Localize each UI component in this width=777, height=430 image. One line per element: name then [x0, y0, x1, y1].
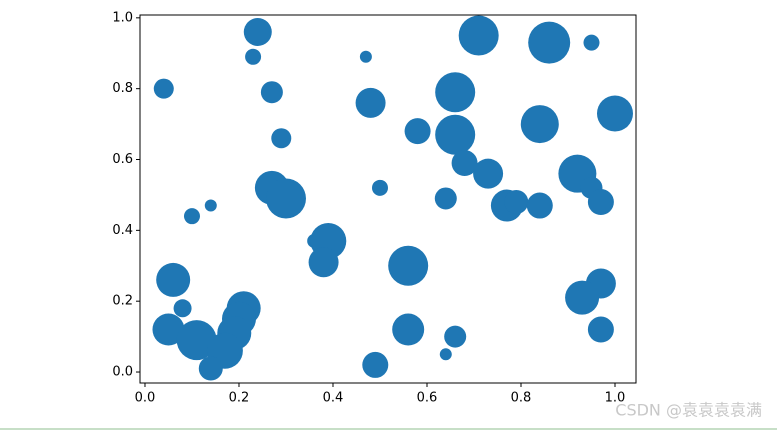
bubble — [156, 262, 191, 297]
bubble — [183, 208, 200, 225]
bubble — [587, 189, 614, 216]
bubble — [526, 192, 553, 219]
watermark: CSDN @袁袁袁袁满 — [615, 401, 762, 420]
bubble — [520, 105, 559, 144]
x-tick-label: 0.6 — [417, 391, 438, 406]
y-tick-label: 0.0 — [112, 365, 133, 380]
bubble — [359, 50, 372, 63]
bubble — [355, 87, 386, 118]
bubble — [583, 34, 600, 51]
bubble — [435, 72, 476, 113]
bubble — [434, 187, 457, 210]
bubble — [243, 18, 272, 47]
x-tick-label: 0.2 — [229, 391, 250, 406]
bubble — [451, 150, 478, 177]
plot-frame — [139, 14, 637, 384]
bubble — [528, 21, 571, 64]
bubble — [565, 280, 600, 315]
bubble — [596, 95, 633, 132]
y-tick-label: 0.4 — [112, 223, 133, 238]
bubble — [473, 158, 504, 189]
bubble — [173, 299, 192, 318]
bubble — [587, 316, 614, 343]
bubble — [404, 118, 431, 145]
bubble — [152, 313, 185, 346]
bubble — [458, 15, 499, 56]
bubble — [504, 190, 529, 215]
bubble — [271, 128, 292, 149]
x-tick-label: 0.8 — [511, 391, 532, 406]
bubble — [388, 245, 429, 286]
y-tick-label: 0.6 — [112, 152, 133, 167]
bubble — [392, 313, 425, 346]
bubble — [260, 81, 283, 104]
bubble — [435, 114, 476, 155]
bubble — [204, 199, 217, 212]
x-tick-label: 1.0 — [605, 391, 626, 406]
bubble — [198, 356, 223, 381]
bubble — [371, 179, 388, 196]
y-tick-label: 1.0 — [112, 10, 133, 25]
bubble — [153, 78, 174, 99]
y-tick-label: 0.2 — [112, 294, 133, 309]
bubble — [245, 48, 262, 65]
bubble — [265, 178, 306, 219]
x-tick-label: 0.0 — [135, 391, 156, 406]
bubble — [176, 320, 217, 361]
bubble — [308, 247, 339, 278]
bubble — [439, 348, 452, 361]
bubble — [362, 351, 389, 378]
y-tick-label: 0.8 — [112, 81, 133, 96]
bubble — [444, 325, 467, 348]
x-tick-label: 0.4 — [323, 391, 344, 406]
